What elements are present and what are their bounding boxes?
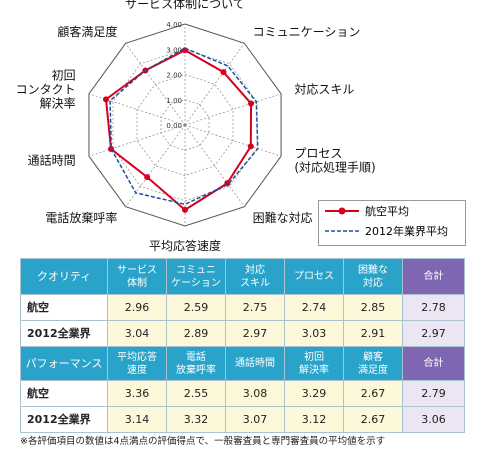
axis-label: 困難な対応 xyxy=(253,210,313,225)
row-label: 2012全業界 xyxy=(20,320,108,347)
table-cell: 2.59 xyxy=(166,294,226,321)
quality-table: クオリティ サービス 体制 コミュニ ケーション 対応 スキル プロセス 困難な… xyxy=(20,258,465,347)
legend-label-series-2: 2012年業界平均 xyxy=(365,225,448,238)
total-cell: 2.79 xyxy=(402,380,465,407)
table-row: 2012全業界 3.04 2.89 2.97 3.03 2.91 2.97 xyxy=(20,320,465,347)
quality-header-row: クオリティ サービス 体制 コミュニ ケーション 対応 スキル プロセス 困難な… xyxy=(20,258,465,295)
quality-header-cell: サービス 体制 xyxy=(107,258,167,295)
performance-header-total: 合計 xyxy=(402,346,465,381)
tick-label: 2.00 xyxy=(166,72,182,80)
legend-label-series-1: 航空平均 xyxy=(365,205,409,218)
quality-header-cell: クオリティ xyxy=(20,258,108,295)
table-cell: 3.32 xyxy=(166,406,226,433)
table-cell: 2.97 xyxy=(225,320,285,347)
data-point xyxy=(220,69,227,76)
legend-marker-series-2 xyxy=(325,230,359,232)
tick-label: 0.00 xyxy=(166,122,182,130)
chart-legend: 航空平均 2012年業界平均 xyxy=(318,200,466,246)
row-label: 航空 xyxy=(20,380,108,407)
grid-spoke xyxy=(184,124,245,207)
table-cell: 3.03 xyxy=(284,320,344,347)
grid-spoke xyxy=(125,124,186,207)
performance-header-cell: 顧客 満足度 xyxy=(343,346,403,381)
table-cell: 2.67 xyxy=(343,406,403,433)
tick-label: 1.00 xyxy=(166,97,182,105)
performance-header-cell: 平均応答 速度 xyxy=(107,346,167,381)
legend-item-series-2: 2012年業界平均 xyxy=(319,221,465,241)
total-cell: 3.06 xyxy=(402,406,465,433)
table-cell: 2.89 xyxy=(166,320,226,347)
footnote: ※各評価項目の数値は4点満点の評価得点で、一般審査員と専門審査員の平均値を示す xyxy=(20,436,386,447)
table-cell: 3.12 xyxy=(284,406,344,433)
table-row: 航空 3.36 2.55 3.08 3.29 2.67 2.79 xyxy=(20,380,465,407)
table-cell: 2.85 xyxy=(343,294,403,321)
axis-label: プロセス(対応処理手順) xyxy=(294,147,375,175)
quality-header-cell: 対応 スキル xyxy=(225,258,285,295)
legend-item-series-1: 航空平均 xyxy=(319,201,465,221)
table-row: 2012全業界 3.14 3.32 3.07 3.12 2.67 3.06 xyxy=(20,406,465,433)
table-cell: 3.07 xyxy=(225,406,285,433)
grid-ring xyxy=(136,74,234,176)
data-point xyxy=(102,96,109,103)
grid-spoke xyxy=(88,124,186,157)
table-cell: 2.96 xyxy=(107,294,167,321)
table-cell: 3.36 xyxy=(107,380,167,407)
axis-label: 平均応答速度 xyxy=(149,238,221,253)
quality-header-total: 合計 xyxy=(402,258,465,295)
performance-header-cell: パフォーマンス xyxy=(20,346,108,381)
axis-label: 通話時間 xyxy=(28,153,76,168)
table-cell: 2.91 xyxy=(343,320,403,347)
radar-chart: 0.00 1.00 2.00 3.00 4.00 サービス体制についてコミュニケーション対… xyxy=(16,0,376,253)
table-cell: 2.74 xyxy=(284,294,344,321)
table-cell: 3.04 xyxy=(107,320,167,347)
axis-label: 初回コンタクト解決率 xyxy=(16,68,76,110)
radar-chart-area: 0.00 1.00 2.00 3.00 4.00 サービス体制についてコミュニケーション対… xyxy=(16,0,466,253)
total-cell: 2.78 xyxy=(402,294,465,321)
axis-label: 電話放棄呼率 xyxy=(45,210,117,225)
table-cell: 2.75 xyxy=(225,294,285,321)
quality-header-cell: 困難な 対応 xyxy=(343,258,403,295)
tick-label: 4.00 xyxy=(166,21,182,29)
series-line-2 xyxy=(109,47,259,206)
quality-header-cell: プロセス xyxy=(284,258,344,295)
quality-header-cell: コミュニ ケーション xyxy=(166,258,226,295)
grid-spoke xyxy=(184,93,282,126)
performance-header-cell: 通話時間 xyxy=(225,346,285,381)
performance-header-cell: 初回 解決率 xyxy=(284,346,344,381)
table-cell: 2.67 xyxy=(343,380,403,407)
data-point xyxy=(182,206,188,213)
performance-table: パフォーマンス 平均応答 速度 電話 放棄呼率 通話時間 初回 解決率 顧客 満… xyxy=(20,346,465,433)
grid-spoke xyxy=(125,43,186,126)
grid-spoke xyxy=(184,124,282,157)
table-cell: 2.55 xyxy=(166,380,226,407)
tick-label: 3.00 xyxy=(166,46,182,54)
axis-label: 対応スキル xyxy=(294,82,354,96)
axis-label: サービス体制について xyxy=(125,0,245,11)
performance-header-cell: 電話 放棄呼率 xyxy=(166,346,226,381)
table-cell: 3.08 xyxy=(225,380,285,407)
performance-header-row: パフォーマンス 平均応答 速度 電話 放棄呼率 通話時間 初回 解決率 顧客 満… xyxy=(20,346,465,381)
data-point xyxy=(144,174,151,181)
grid-spoke xyxy=(184,43,245,126)
table-row: 航空 2.96 2.59 2.75 2.74 2.85 2.78 xyxy=(20,294,465,321)
data-point xyxy=(248,100,255,107)
data-point xyxy=(247,143,254,150)
row-label: 2012全業界 xyxy=(20,406,108,433)
table-cell: 3.29 xyxy=(284,380,344,407)
legend-marker-series-1 xyxy=(325,207,359,215)
total-cell: 2.97 xyxy=(402,320,465,347)
table-cell: 3.14 xyxy=(107,406,167,433)
axis-label: コミュニケーション xyxy=(253,25,361,39)
axis-label: 顧客満足度 xyxy=(57,24,117,39)
row-label: 航空 xyxy=(20,294,108,321)
